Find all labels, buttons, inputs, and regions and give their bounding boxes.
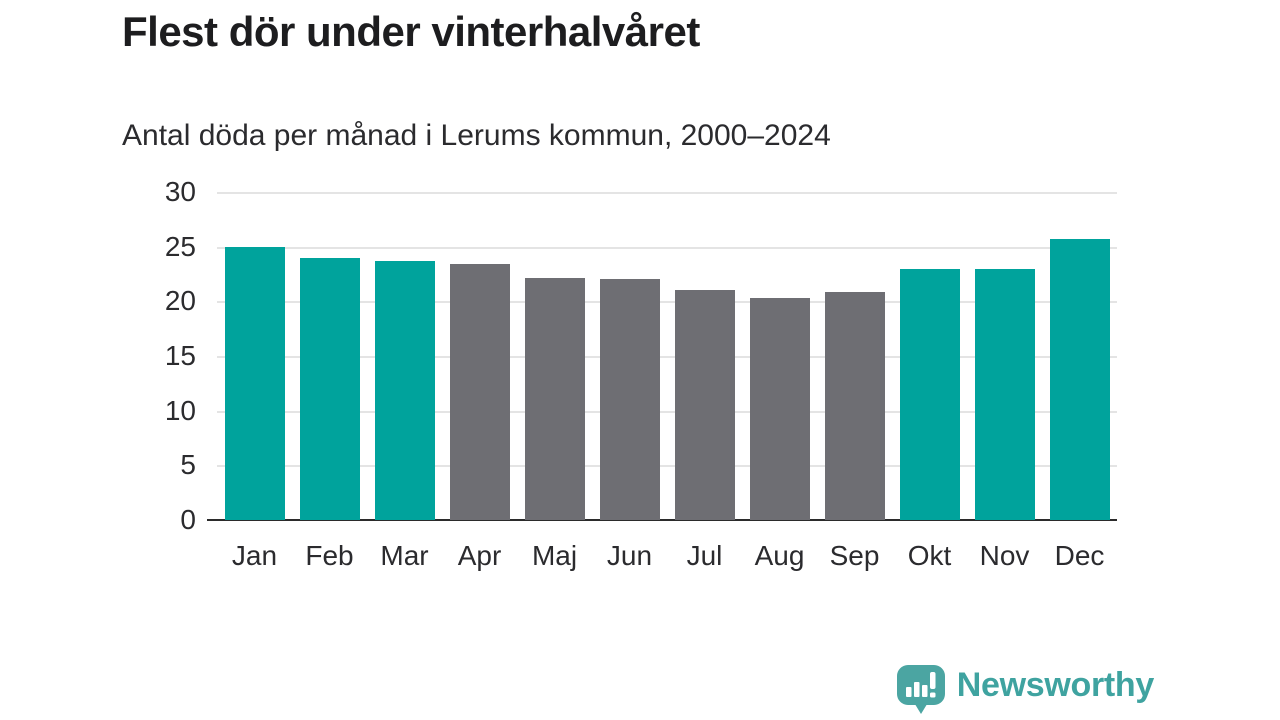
y-tick-label-25: 25: [164, 230, 196, 262]
y-tick-label-20: 20: [164, 285, 196, 317]
bar-jan: [224, 246, 285, 520]
x-tick-label-nov: Nov: [979, 540, 1030, 571]
bar-mar: [374, 260, 435, 520]
x-tick-label-okt: Okt: [907, 540, 952, 571]
newsworthy-logo-icon: [896, 665, 945, 714]
y-tick-label-15: 15: [164, 340, 196, 371]
x-tick-label-jul: Jul: [686, 540, 723, 571]
bar-aug: [749, 298, 810, 520]
chart-subtitle: Antal döda per månad i Lerums kommun, 20…: [122, 119, 831, 153]
x-tick-label-aug: Aug: [754, 540, 805, 571]
newsworthy-logo: Newsworthy: [896, 664, 1154, 715]
chart-header: Flest dör under vinterhalvåret Antal död…: [122, 0, 1240, 154]
y-tick-label-0: 0: [180, 504, 196, 535]
y-tick-label-30: 30: [164, 176, 196, 207]
x-tick-label-sep: Sep: [829, 540, 880, 571]
x-tick-label-maj: Maj: [531, 540, 578, 571]
x-tick-label-apr: Apr: [457, 540, 502, 571]
x-tick-label-jan: Jan: [231, 540, 278, 571]
newsworthy-wordmark: Newsworthy: [956, 666, 1155, 704]
bar-sep: [824, 291, 885, 520]
y-tick-label-10: 10: [164, 394, 196, 426]
gridline-5: [217, 465, 1117, 468]
x-tick-label-jun: Jun: [606, 540, 653, 571]
x-tick-label-dec: Dec: [1054, 540, 1105, 571]
bar-jul: [674, 290, 735, 520]
bar-dec: [1049, 239, 1110, 520]
gridline-25: [217, 246, 1117, 249]
gridline-20: [217, 301, 1117, 304]
x-tick-label-mar: Mar: [380, 540, 429, 571]
gridline-10: [217, 410, 1117, 413]
gridline-30: [217, 192, 1117, 194]
bar-feb: [299, 257, 360, 520]
gridline-15: [217, 356, 1117, 358]
bar-apr: [449, 264, 510, 520]
x-axis-line: [207, 519, 1117, 521]
bar-okt: [899, 268, 960, 520]
bar-nov: [974, 268, 1035, 520]
y-tick-label-5: 5: [180, 449, 196, 481]
plot-area: [207, 192, 1117, 521]
x-tick-label-feb: Feb: [305, 540, 354, 571]
bar-jun: [599, 279, 660, 520]
chart-title: Flest dör under vinterhalvåret: [122, 8, 700, 55]
bar-maj: [524, 278, 585, 520]
